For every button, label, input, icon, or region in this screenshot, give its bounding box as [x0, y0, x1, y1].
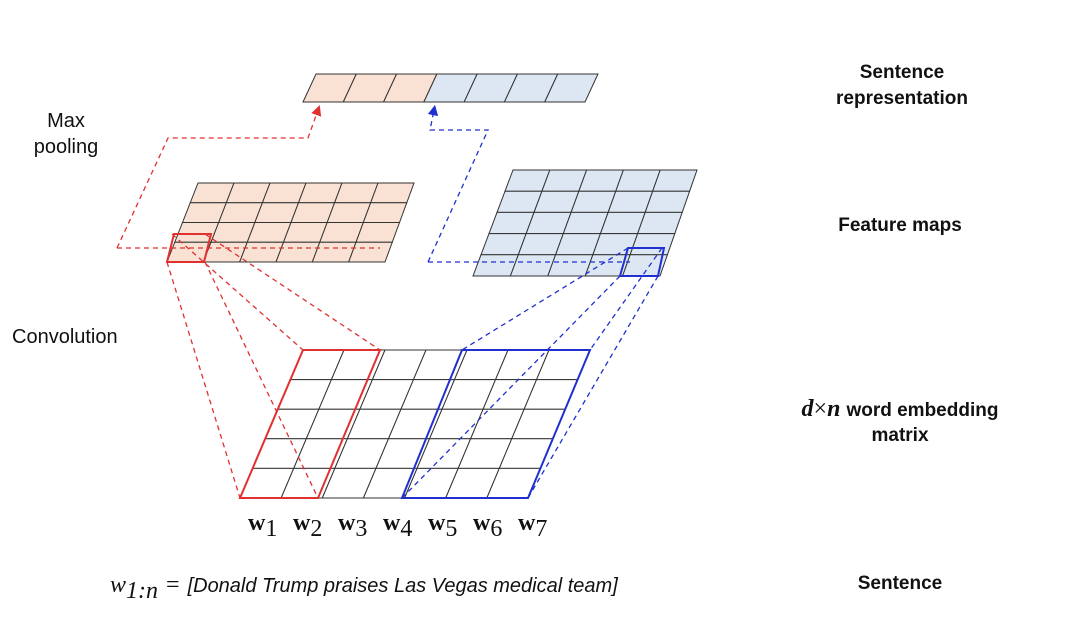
word-label: w5 — [428, 510, 457, 542]
sentence-rep-label: Sentence — [860, 62, 944, 83]
formula-sub: 1:n — [126, 578, 158, 604]
dim-d: d — [802, 396, 815, 422]
sentence-rep-label: representation — [836, 88, 968, 109]
embedding-label: d×n word embedding — [802, 396, 999, 422]
word-base: w — [473, 510, 491, 536]
max-label: Max — [47, 110, 85, 132]
grid-cell — [651, 169, 698, 192]
word-base: w — [518, 510, 536, 536]
grid-cell — [369, 182, 415, 204]
word-label: w7 — [518, 510, 547, 542]
blue-conv-lines — [401, 247, 663, 499]
sentence-label: Sentence — [858, 573, 942, 594]
blue-pool-path — [427, 104, 490, 263]
blue-cell — [618, 247, 666, 277]
word-sub: 5 — [445, 516, 457, 542]
red-conv-lines — [166, 233, 381, 499]
grid-cell — [629, 233, 676, 256]
red-window — [238, 349, 382, 499]
word-sub: 4 — [400, 516, 412, 542]
formula-eq: = — [166, 572, 180, 598]
red-cell — [165, 233, 213, 263]
dim-n: n — [827, 396, 840, 422]
word-labels: w1 w2 w3 w4 w5 w6 w7 — [248, 510, 547, 542]
word-base: w — [338, 510, 356, 536]
word-label: w3 — [338, 510, 367, 542]
word-label: w6 — [473, 510, 502, 542]
word-sub: 6 — [490, 516, 502, 542]
highlights — [165, 233, 666, 499]
feature-maps-label: Feature maps — [838, 215, 962, 236]
matrix-label: matrix — [871, 425, 928, 446]
grid-cell — [543, 73, 599, 103]
word-sub: 7 — [535, 516, 547, 542]
formula-text: [Donald Trump praises Las Vegas medical … — [187, 575, 619, 597]
formula: w1:n = [Donald Trump praises Las Vegas med… — [110, 572, 618, 604]
formula-var: w — [110, 572, 126, 598]
grid-cell — [347, 241, 393, 263]
word-label: w1 — [248, 510, 277, 542]
word-sub: 3 — [355, 516, 367, 542]
grid-cell — [621, 254, 669, 277]
grid-cell — [355, 222, 401, 243]
word-base: w — [428, 510, 446, 536]
grid-cell — [636, 211, 683, 235]
word-base: w — [248, 510, 266, 536]
word-base: w — [293, 510, 311, 536]
convolution-label: Convolution — [12, 326, 118, 348]
pooling-label: pooling — [34, 136, 99, 158]
times: × — [814, 396, 828, 422]
word-sub: 1 — [265, 516, 277, 542]
grid-cell — [362, 202, 408, 223]
red-pool-path — [116, 105, 322, 249]
word-label: w4 — [383, 510, 412, 542]
word-sub: 2 — [310, 516, 322, 542]
word-label: w2 — [293, 510, 322, 542]
grids — [166, 73, 698, 499]
embedding-text: word embedding — [845, 400, 998, 421]
connectors — [116, 104, 663, 499]
word-base: w — [383, 510, 401, 536]
blue-window — [400, 349, 592, 499]
grid-cell — [644, 190, 691, 213]
